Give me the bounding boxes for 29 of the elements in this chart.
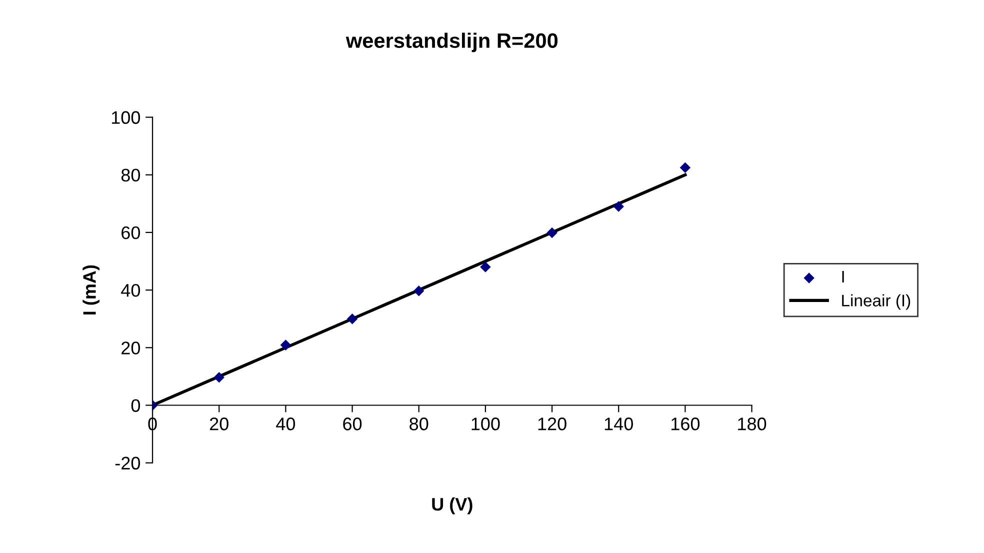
y-tick-label: 80	[121, 168, 140, 182]
point	[480, 262, 491, 272]
legend-label: I	[842, 270, 844, 282]
point	[546, 227, 558, 238]
y-tick-label: 20	[122, 342, 140, 354]
y-tick-label: 40	[121, 284, 140, 297]
y-tick-label: 100	[112, 111, 140, 124]
point	[680, 162, 691, 174]
y-tick-label: 60	[122, 226, 140, 240]
x-tick-label: 120	[538, 418, 566, 430]
y-axis-title: I (mA)	[82, 265, 100, 314]
point	[413, 286, 424, 296]
y-tick-label: -20	[115, 456, 140, 470]
x-tick-label: 60	[343, 418, 362, 430]
point	[280, 340, 292, 350]
x-tick-label: 80	[410, 418, 428, 430]
legend-label: Lineair (I)	[842, 294, 910, 310]
point	[346, 313, 358, 324]
x-tick-label: 180	[738, 418, 766, 430]
x-tick-label: 40	[276, 418, 296, 430]
x-tick-label: 100	[472, 418, 500, 430]
chart-title: weerstandslijn R=200	[346, 32, 558, 52]
y-tick-label: 0	[131, 399, 140, 412]
x-tick-label: 20	[210, 418, 228, 430]
x-axis-title: U (V)	[432, 497, 472, 514]
x-tick-label: 140	[604, 418, 633, 430]
x-tick-label: 160	[672, 418, 700, 430]
point	[613, 201, 624, 212]
point	[214, 372, 224, 383]
